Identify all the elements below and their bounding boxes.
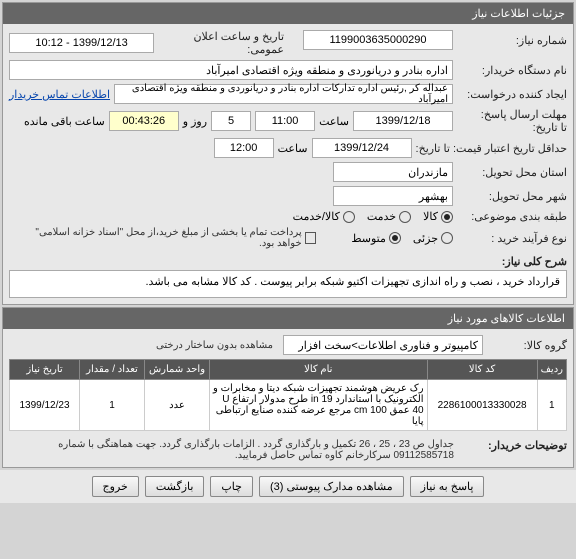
print-button[interactable]: چاپ: [210, 476, 253, 497]
radio-service[interactable]: خدمت: [367, 210, 411, 223]
buyer-org-label: نام دستگاه خریدار:: [457, 64, 567, 77]
radio-low-label: جزئی: [413, 232, 438, 245]
city-label: شهر محل تحویل:: [457, 190, 567, 203]
back-button[interactable]: بازگشت: [145, 476, 205, 497]
cell-date: 1399/12/23: [10, 380, 80, 431]
group-addl[interactable]: مشاهده بدون ساختار درختی: [156, 340, 273, 351]
cell-unit: عدد: [145, 380, 210, 431]
exit-button[interactable]: خروج: [92, 476, 139, 497]
items-header: اطلاعات کالاهای مورد نیاز: [3, 308, 573, 329]
countdown: 00:43:26: [109, 111, 179, 131]
days-remaining: 5: [211, 111, 251, 131]
radio-low[interactable]: جزئی: [413, 232, 453, 245]
radio-low-icon: [441, 232, 453, 244]
col-row: ردیف: [537, 360, 566, 380]
credit-label: حداقل تاریخ اعتبار قیمت: تا تاریخ:: [416, 142, 567, 155]
time-label-2: ساعت: [278, 142, 308, 155]
remain-label: ساعت باقی مانده: [24, 115, 105, 128]
days-label: روز و: [183, 115, 207, 128]
category-label: طبقه بندی موضوعی:: [457, 210, 567, 223]
col-qty: تعداد / مقدار: [80, 360, 145, 380]
radio-mid-label: متوسط: [351, 232, 386, 245]
col-name: نام کالا: [210, 360, 428, 380]
radio-service-label: خدمت: [367, 210, 396, 223]
col-code: کد کالا: [427, 360, 537, 380]
attachments-button[interactable]: مشاهده مدارک پیوستی (3): [259, 476, 404, 497]
province-value: مازندران: [333, 162, 453, 182]
deadline-label: مهلت ارسال پاسخ: تا تاریخ:: [457, 108, 567, 134]
credit-date: 1399/12/24: [312, 138, 412, 158]
creator-value: عبداله کر ,رئیس اداره تدارکات اداره بناد…: [114, 84, 453, 104]
announce-label: تاریخ و ساعت اعلان عمومی:: [158, 30, 284, 56]
checkbox-treasury[interactable]: پرداخت تمام یا بخشی از مبلغ خرید،از محل …: [9, 227, 316, 249]
cell-code: 2286100013330028: [427, 380, 537, 431]
radio-both[interactable]: کالا/خدمت: [293, 210, 355, 223]
radio-goods[interactable]: کالا: [423, 210, 453, 223]
buyer-notes-label: توضیحات خریدار:: [457, 439, 567, 452]
process-label: نوع فرآیند خرید :: [457, 232, 567, 245]
to-date-text: تا تاریخ:: [533, 122, 567, 134]
panel-title: جزئیات اطلاعات نیاز: [3, 3, 573, 24]
group-value: کامپیوتر و فناوری اطلاعات>سخت افزار: [283, 335, 483, 355]
city-value: بهشهر: [333, 186, 453, 206]
radio-both-icon: [343, 211, 355, 223]
reply-button[interactable]: پاسخ به نیاز: [410, 476, 485, 497]
cell-idx: 1: [537, 380, 566, 431]
group-label: گروه کالا:: [487, 339, 567, 352]
radio-goods-icon: [441, 211, 453, 223]
announce-value: 1399/12/13 - 10:12: [9, 33, 154, 53]
summary-text: قرارداد خرید ، نصب و راه اندازی تجهیزات …: [9, 270, 567, 298]
items-table: ردیف کد کالا نام کالا واحد شمارش تعداد /…: [9, 359, 567, 431]
creator-label: ایجاد کننده درخواست:: [457, 88, 567, 101]
checkbox-icon: [305, 232, 316, 244]
deadline-date: 1399/12/18: [353, 111, 453, 131]
deadline-time: 11:00: [255, 111, 315, 131]
contact-link[interactable]: اطلاعات تماس خریدار: [9, 88, 110, 101]
radio-mid[interactable]: متوسط: [351, 232, 401, 245]
need-number-value: 1199003635000290: [303, 30, 453, 50]
pay-note: پرداخت تمام یا بخشی از مبلغ خرید،از محل …: [9, 227, 302, 249]
col-unit: واحد شمارش: [145, 360, 210, 380]
need-number-label: شماره نیاز:: [457, 34, 567, 47]
credit-time: 12:00: [214, 138, 274, 158]
summary-label: شرح کلی نیاز:: [9, 255, 567, 268]
radio-both-label: کالا/خدمت: [293, 210, 340, 223]
deadline-reply-text: مهلت ارسال پاسخ:: [481, 109, 567, 121]
radio-mid-icon: [389, 232, 401, 244]
cell-qty: 1: [80, 380, 145, 431]
radio-goods-label: کالا: [423, 210, 438, 223]
cell-name: رک عریض هوشمند تجهیزات شبکه دیتا و مخابر…: [210, 380, 428, 431]
province-label: استان محل تحویل:: [457, 166, 567, 179]
buyer-notes: جداول ص 23 ، 25 ، 26 تکمیل و بارگذاری گر…: [34, 439, 454, 461]
col-date: تاریخ نیاز: [10, 360, 80, 380]
buyer-org-value: اداره بنادر و دریانوردی و منطقه ویژه اقت…: [9, 60, 453, 80]
footer: پاسخ به نیاز مشاهده مدارک پیوستی (3) چاپ…: [0, 470, 576, 503]
table-row[interactable]: 1 2286100013330028 رک عریض هوشمند تجهیزا…: [10, 380, 567, 431]
radio-service-icon: [399, 211, 411, 223]
time-label-1: ساعت: [319, 115, 349, 128]
